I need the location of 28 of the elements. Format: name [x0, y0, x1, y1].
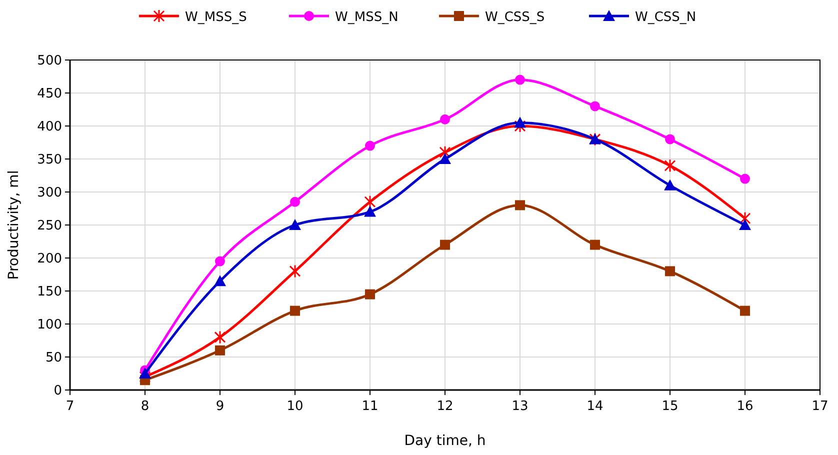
y-tick-label: 300: [37, 186, 62, 200]
y-tick-label: 400: [37, 120, 62, 134]
y-tick-label: 450: [37, 86, 62, 102]
y-tick-label: 150: [37, 284, 62, 300]
x-tick-label: 17: [812, 399, 828, 414]
y-tick-label: 350: [37, 152, 62, 168]
y-tick-label: 200: [37, 252, 62, 266]
legend-label: W_MSS_S: [185, 10, 247, 25]
x-tick-label: 13: [512, 399, 528, 414]
y-tick-label: 250: [37, 218, 62, 234]
y-tick-label: 500: [37, 54, 62, 68]
x-tick-label: 14: [586, 399, 604, 414]
x-tick-label: 10: [286, 399, 304, 414]
y-axis-title: Productivity, ml: [6, 170, 22, 280]
y-tick-label: 0: [54, 384, 62, 398]
legend-label: W_CSS_S: [485, 10, 545, 25]
legend-label: W_MSS_N: [335, 10, 398, 25]
x-tick-label: 7: [66, 399, 74, 414]
y-tick-label: 50: [45, 350, 62, 366]
x-axis-title: Day time, h: [404, 433, 486, 449]
x-tick-label: 8: [140, 399, 150, 414]
y-tick-label: 100: [37, 318, 62, 332]
x-tick-label: 11: [362, 399, 378, 414]
x-tick-label: 12: [436, 399, 454, 414]
legend-label: W_CSS_N: [635, 10, 696, 25]
x-tick-label: 16: [736, 399, 754, 414]
x-tick-label: 9: [216, 399, 224, 414]
x-tick-label: 15: [662, 399, 678, 414]
